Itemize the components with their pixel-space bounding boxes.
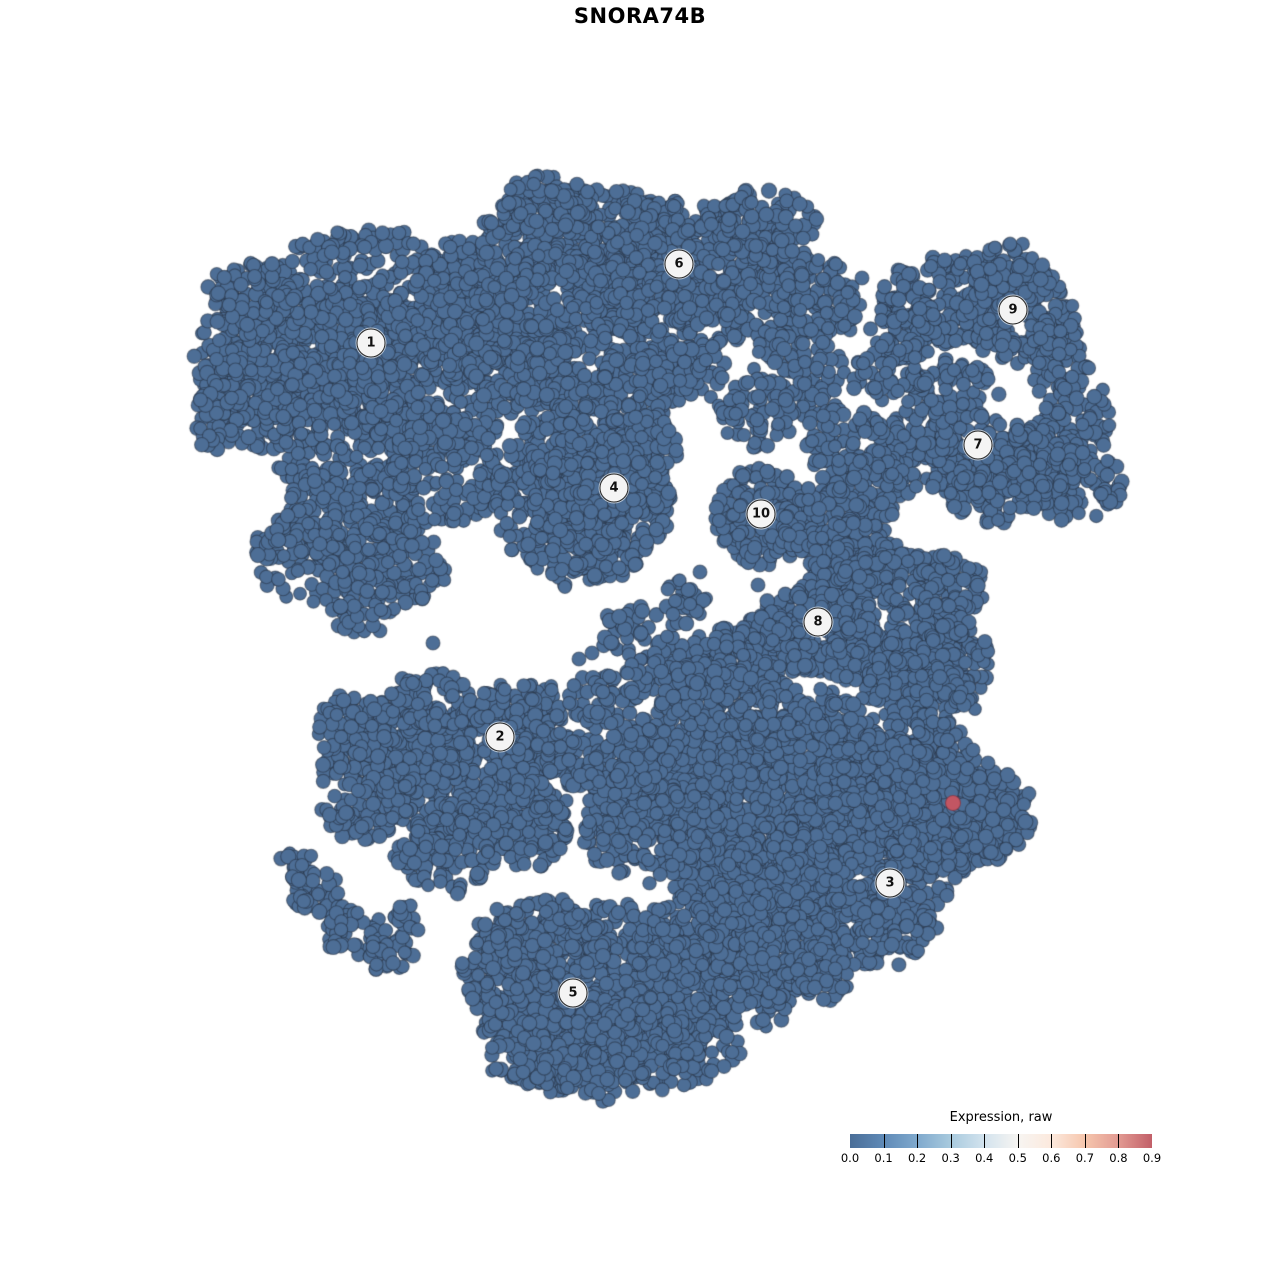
legend-title: Expression, raw <box>949 1110 1053 1125</box>
legend-tick-line <box>950 1134 952 1148</box>
legend-tick-label: 0.4 <box>975 1151 994 1165</box>
legend-tick-line <box>1084 1134 1086 1148</box>
legend-tick-line <box>883 1134 885 1148</box>
legend-tick-label: 0.7 <box>1075 1151 1095 1165</box>
legend-tick-label: 0.8 <box>1109 1151 1128 1165</box>
legend-tick-label: 0.3 <box>941 1151 960 1165</box>
legend-colorbar <box>850 1134 1152 1148</box>
legend-tick-label: 0.5 <box>1008 1151 1027 1165</box>
legend-tick-line <box>1118 1134 1120 1148</box>
legend-tick-label: 0.1 <box>874 1151 893 1165</box>
legend-tick-line <box>917 1134 919 1148</box>
legend-tick-label: 0.0 <box>840 1151 860 1165</box>
expression-legend: Expression, raw 0.0 0.1 0.2 0.3 0.4 0.5 0.6 0.7… <box>841 1110 1161 1170</box>
legend-tick-line <box>984 1134 986 1148</box>
legend-tick-label: 0.6 <box>1042 1151 1061 1165</box>
legend-tick-label: 0.2 <box>907 1151 927 1165</box>
legend-tick-label: 0.9 <box>1142 1151 1162 1165</box>
legend-tick-line <box>1017 1134 1019 1148</box>
legend-tick-line <box>1051 1134 1053 1148</box>
